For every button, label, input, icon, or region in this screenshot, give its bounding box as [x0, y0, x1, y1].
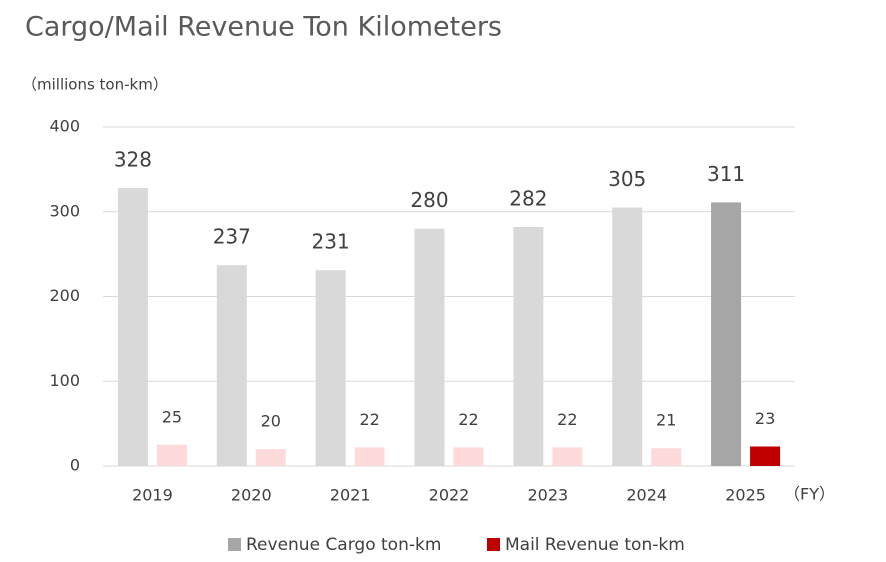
y-tick-label: 400 — [49, 117, 80, 136]
y-tick-label: 300 — [49, 201, 80, 220]
bar — [711, 202, 742, 467]
x-tick-label: 2020 — [231, 486, 272, 505]
x-axis-label: （FY） — [784, 485, 835, 504]
data-label: 22 — [458, 410, 478, 429]
chart-title: Cargo/Mail Revenue Ton Kilometers — [25, 12, 502, 43]
data-label: 311 — [707, 162, 745, 186]
data-label: 305 — [608, 167, 646, 191]
x-tick-label: 2021 — [330, 486, 371, 505]
bar — [255, 449, 286, 466]
bar — [117, 188, 148, 466]
legend-label: Revenue Cargo ton-km — [246, 535, 441, 555]
bar — [216, 265, 247, 466]
y-tick-label: 0 — [70, 456, 80, 475]
bar — [315, 270, 346, 466]
bar — [750, 446, 781, 466]
x-tick-label: 2022 — [429, 486, 470, 505]
legend-swatch — [228, 538, 241, 551]
data-label: 23 — [755, 409, 775, 428]
data-label: 25 — [162, 407, 182, 426]
bar — [156, 444, 187, 466]
legend-swatch — [487, 538, 500, 551]
bar — [552, 447, 583, 466]
y-tick-label: 100 — [49, 371, 80, 390]
data-label: 328 — [114, 148, 152, 172]
x-tick-label: 2025 — [725, 486, 766, 505]
data-label: 280 — [410, 188, 448, 212]
x-tick-label: 2024 — [626, 486, 667, 505]
bar — [513, 227, 544, 466]
x-tick-label: 2023 — [527, 486, 568, 505]
data-label: 20 — [261, 412, 281, 431]
bar — [612, 207, 643, 466]
data-label: 22 — [557, 410, 577, 429]
legend-label: Mail Revenue ton-km — [505, 535, 685, 555]
data-label: 231 — [312, 230, 350, 254]
bar — [354, 447, 385, 466]
bar — [651, 448, 682, 466]
data-label: 282 — [509, 187, 547, 211]
x-tick-label: 2019 — [132, 486, 173, 505]
data-label: 21 — [656, 411, 676, 430]
data-label: 22 — [359, 410, 379, 429]
bar — [453, 447, 484, 466]
y-axis-label: （millions ton-km） — [22, 76, 168, 94]
bar — [414, 228, 445, 466]
data-label: 237 — [213, 225, 251, 249]
y-tick-label: 200 — [49, 286, 80, 305]
